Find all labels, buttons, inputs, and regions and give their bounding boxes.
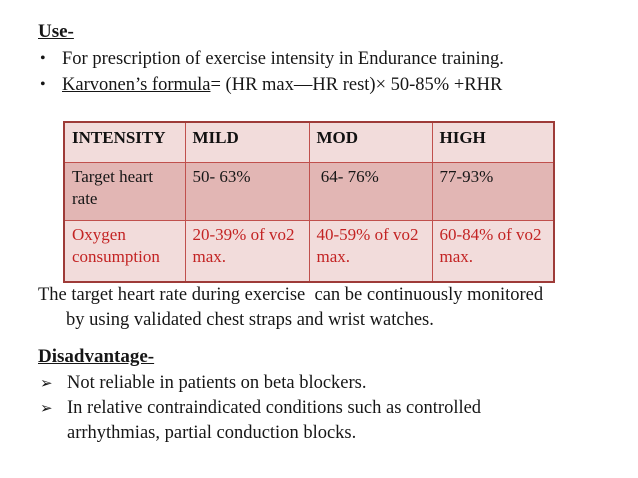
use-bullet-list: • For prescription of exercise intensity… [40, 46, 620, 98]
table-cell: 20-39% of vo2 max. [184, 220, 310, 283]
table-cell: 50- 63% [184, 162, 310, 221]
karvonen-formula-text: Karvonen’s formula= (HR max—HR rest)× 50… [62, 72, 502, 98]
bullet-dot-icon: • [40, 50, 46, 67]
row-label: Target heart rate [63, 162, 186, 221]
use-bullet-text: For prescription of exercise intensity i… [62, 49, 504, 69]
monitoring-paragraph: The target heart rate during exercise ca… [38, 285, 544, 330]
use-heading: Use- [38, 21, 74, 42]
karvonen-formula-underlined: Karvonen’s formula [62, 75, 211, 95]
karvonen-formula-rest: = (HR max—HR rest)× 50-85% +RHR [210, 75, 503, 95]
list-item: • Karvonen’s formula= (HR max—HR rest)× … [40, 72, 620, 98]
disadvantage-text: Not reliable in patients on beta blocker… [67, 373, 367, 393]
table-row-oxygen-consumption: Oxygen consumption 20-39% of vo2 max. 40… [63, 220, 555, 283]
intensity-table: INTENSITY MILD MOD HIGH Target heart rat… [63, 121, 555, 283]
table-header-mod: MOD [308, 121, 433, 163]
table-header-mild: MILD [184, 121, 310, 163]
list-item: ➢ In relative contraindicated conditions… [40, 396, 620, 446]
arrowhead-bullet-icon: ➢ [40, 374, 53, 392]
arrowhead-bullet-icon: ➢ [40, 399, 53, 417]
list-item: • For prescription of exercise intensity… [40, 46, 620, 72]
list-item: ➢ Not reliable in patients on beta block… [40, 371, 620, 396]
disadvantage-text: In relative contraindicated conditions s… [67, 398, 482, 443]
disadvantage-list: ➢ Not reliable in patients on beta block… [40, 371, 620, 446]
table-header-high: HIGH [431, 121, 555, 163]
table-row-target-heart-rate: Target heart rate 50- 63% 64- 76% 77-93% [63, 162, 555, 221]
table-cell: 64- 76% [308, 162, 433, 221]
disadvantage-heading: Disadvantage- [38, 346, 155, 367]
table-header-intensity: INTENSITY [63, 121, 186, 163]
table-header-row: INTENSITY MILD MOD HIGH [63, 121, 555, 163]
row-label: Oxygen consumption [63, 220, 186, 283]
table-cell: 60-84% of vo2 max. [431, 220, 555, 283]
table-cell: 40-59% of vo2 max. [308, 220, 433, 283]
bullet-dot-icon: • [40, 76, 46, 93]
table-cell: 77-93% [431, 162, 555, 221]
